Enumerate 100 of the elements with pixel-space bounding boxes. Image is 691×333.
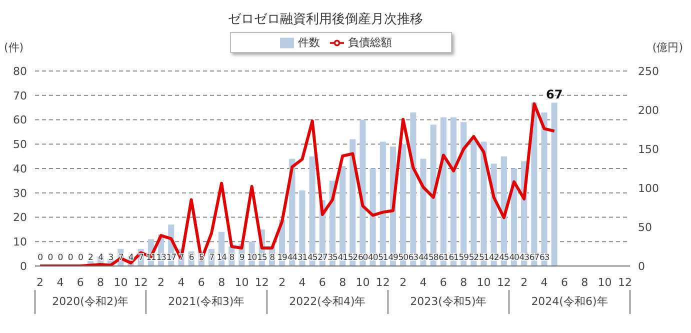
text: 2023(令和5)年 [410, 295, 487, 308]
x-tick-label: 12 [254, 276, 269, 289]
data-label: 49 [388, 253, 398, 263]
y2-axis-title: (億円) [652, 40, 683, 55]
bar [551, 102, 558, 266]
data-label: 10 [247, 253, 257, 263]
x-tick-label: 8 [339, 276, 346, 289]
y2-tick-label: 50 [638, 220, 652, 234]
data-label: 5 [198, 253, 204, 263]
data-label: 61 [448, 253, 459, 263]
data-label: 7 [138, 253, 144, 263]
x-tick-label: 10 [476, 276, 491, 289]
data-label: 45 [499, 253, 509, 263]
data-label: 41 [338, 253, 348, 263]
data-label: 19 [277, 253, 288, 263]
data-label: 63 [408, 253, 418, 263]
x-tick-label: 2 [278, 276, 286, 289]
x-tick-label: 4 [56, 276, 64, 289]
y2-tick-label: 100 [638, 182, 659, 195]
data-label: 51 [478, 253, 489, 263]
x-tick-label: 2 [520, 276, 528, 289]
x-tick-label: 6 [76, 276, 84, 289]
data-label: 43 [519, 253, 530, 263]
x-tick-label: 12 [618, 276, 632, 289]
text: 2022(令和4)年 [289, 295, 366, 308]
data-label: 8 [229, 253, 234, 263]
text: 2021(令和3)年 [168, 295, 245, 308]
x-tick-label: 10 [356, 276, 370, 289]
x-tick-label: 8 [581, 276, 588, 289]
data-label: 13 [156, 253, 166, 263]
data-label: 0 [68, 253, 73, 263]
line-series [38, 102, 556, 266]
legend-label: 件数 [298, 36, 320, 49]
y-tick-label: 50 [13, 138, 27, 152]
x-tick-label: 6 [560, 276, 568, 289]
data-label: 67 [529, 253, 540, 263]
x-tick-label: 4 [420, 276, 427, 289]
data-label: 0 [58, 253, 63, 263]
x-tick-label: 8 [97, 276, 104, 289]
x-tick-label: 2 [400, 276, 407, 289]
data-label: 63 [539, 253, 550, 263]
data-label: 52 [348, 253, 358, 263]
x-tick-label: 10 [598, 276, 612, 289]
x-tick-label: 10 [234, 276, 249, 289]
y-tick-label: 10 [13, 236, 27, 249]
x-tick-label: 12 [134, 276, 148, 289]
data-label: 40 [509, 253, 520, 263]
data-label: 0 [48, 253, 53, 263]
data-label: 15 [257, 253, 267, 263]
x-tick-label: 6 [440, 276, 447, 289]
x-tick-label: 2 [158, 276, 165, 289]
x-tick-label: 4 [178, 276, 185, 289]
y2-tick-label: 0 [638, 260, 645, 273]
text: 2024(令和6)年 [531, 295, 608, 308]
data-label: 31 [297, 253, 308, 263]
data-label: 42 [489, 253, 499, 263]
data-label: 8 [270, 253, 275, 263]
chart-title: ゼロゼロ融資利用後倒産月次推移 [227, 11, 424, 28]
text: 2020(令和2)年 [52, 295, 129, 308]
data-label: 35 [328, 253, 338, 263]
x-tick-label: 12 [496, 276, 511, 289]
data-label: 58 [428, 253, 438, 263]
data-label: 6 [188, 253, 194, 263]
data-label: 59 [458, 253, 469, 263]
x-tick-label: 12 [376, 276, 390, 289]
y-tick-label: 0 [20, 260, 27, 273]
data-label: 45 [308, 253, 318, 263]
data-label: 3 [108, 253, 114, 263]
x-tick-label: 8 [460, 276, 468, 289]
x-tick-label: 6 [318, 276, 326, 289]
data-label: 60 [358, 253, 368, 263]
x-tick-label: 4 [540, 276, 548, 289]
y-tick-label: 20 [13, 211, 27, 224]
data-label: 9 [239, 253, 244, 263]
x-tick-label: 6 [198, 276, 205, 289]
y-tick-label: 70 [13, 89, 27, 102]
data-label: 51 [378, 253, 388, 263]
data-label: 4 [98, 253, 104, 263]
data-label: 44 [287, 253, 298, 263]
data-label: 61 [438, 253, 448, 263]
bar [309, 156, 316, 266]
y2-tick-label: 250 [638, 64, 659, 78]
data-label: 0 [38, 253, 43, 263]
y2-tick-label: 200 [638, 104, 659, 117]
bar [380, 142, 386, 266]
data-label: 2 [88, 253, 94, 263]
data-label: 52 [468, 253, 479, 263]
y-axis-title: (件) [4, 40, 24, 55]
x-tick-label: 4 [298, 276, 306, 289]
y-tick-label: 30 [13, 186, 27, 200]
data-label: 7 [209, 253, 214, 263]
y-tick-label: 40 [13, 162, 27, 176]
data-label: 67 [546, 88, 563, 102]
data-label: 40 [368, 253, 378, 263]
data-label: 27 [318, 253, 328, 263]
y2-tick-label: 150 [638, 142, 659, 156]
data-label: 14 [216, 253, 227, 263]
data-label: 4 [128, 253, 134, 263]
data-label: 44 [418, 253, 428, 263]
x-tick-label: 2 [36, 276, 44, 289]
